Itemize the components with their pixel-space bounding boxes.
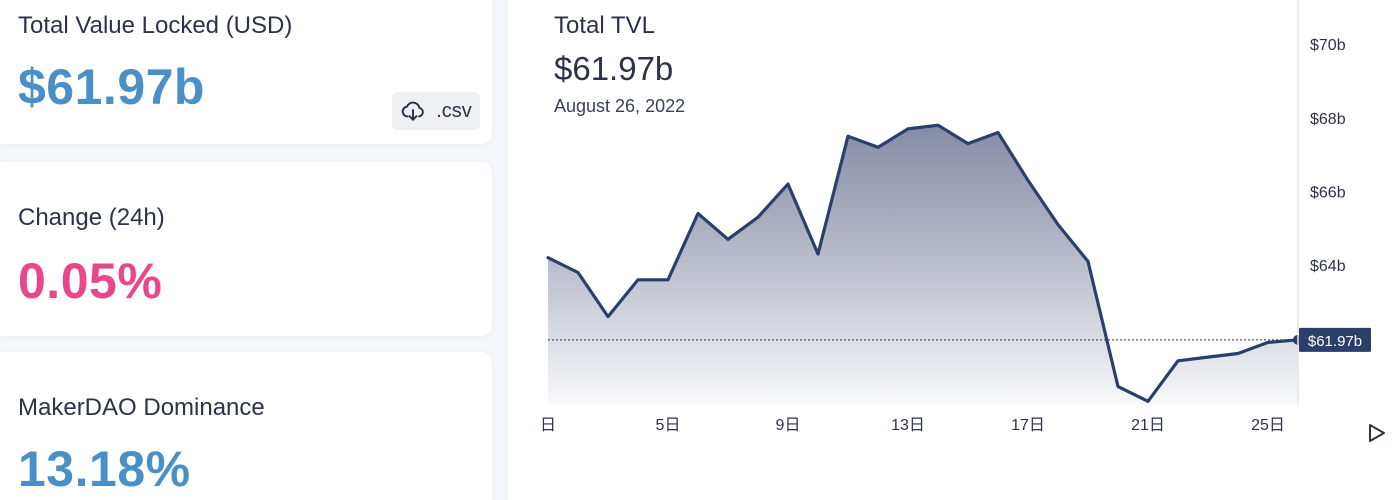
play-icon[interactable] — [1369, 424, 1385, 442]
y-tick-label: $64b — [1310, 258, 1346, 275]
y-tick-label: $66b — [1310, 184, 1346, 201]
cloud-download-icon — [401, 101, 425, 121]
chart-current-value: $61.97b — [554, 50, 674, 87]
chart-date: August 26, 2022 — [554, 96, 686, 116]
chart-title: Total TVL — [554, 12, 655, 39]
x-tick-label: 21日 — [1131, 417, 1165, 434]
tvl-value: $61.97b — [18, 59, 205, 115]
y-tick-label: $70b — [1310, 37, 1346, 54]
dominance-card: MakerDAO Dominance 13.18% — [0, 352, 492, 500]
x-tick-label: 5日 — [656, 417, 681, 434]
dominance-label: MakerDAO Dominance — [18, 394, 265, 421]
csv-label: .csv — [436, 99, 472, 122]
x-tick-label: 9日 — [776, 417, 801, 434]
tvl-label: Total Value Locked (USD) — [18, 12, 293, 39]
change-value: 0.05% — [18, 253, 163, 309]
x-tick-label: 13日 — [891, 417, 925, 434]
x-tick-label: 25日 — [1251, 417, 1285, 434]
current-value-tag-label: $61.97b — [1308, 333, 1362, 350]
tvl-area-fill — [548, 125, 1298, 405]
current-value-tag — [1299, 327, 1371, 352]
change-label: Change (24h) — [18, 204, 165, 231]
tvl-chart-panel: Total TVL $61.97b August 26, 2022 $64b $6… — [508, 0, 1400, 500]
change-card: Change (24h) 0.05% — [0, 162, 492, 336]
download-csv-button[interactable]: .csv — [392, 92, 480, 130]
y-tick-label: $68b — [1310, 111, 1346, 128]
x-tick-label: 17日 — [1011, 417, 1045, 434]
tvl-card: Total Value Locked (USD) $61.97b .csv — [0, 0, 492, 144]
tvl-area-chart[interactable]: $64b $66b $68b $70b $61.97b 日 5日 9日 13日 17日 21日 25日 — [508, 0, 1400, 500]
tvl-series-line — [546, 123, 1300, 403]
x-tick-label: 日 — [540, 417, 556, 434]
dominance-value: 13.18% — [18, 441, 191, 497]
